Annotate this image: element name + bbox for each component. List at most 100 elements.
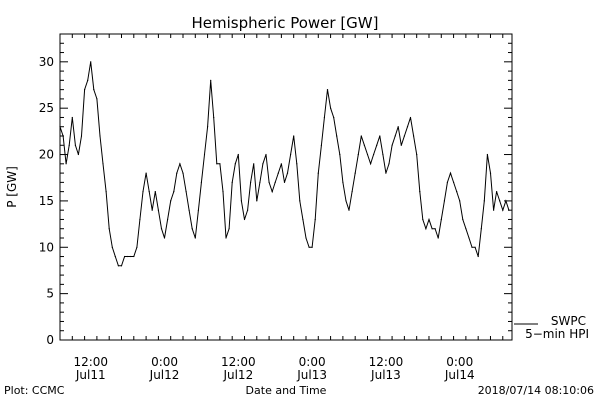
data-point: [219, 163, 221, 165]
data-point: [302, 218, 304, 221]
data-point: [228, 228, 230, 230]
data-point: [379, 135, 381, 137]
data-point: [87, 79, 89, 81]
data-point: [397, 126, 399, 128]
data-point: [299, 200, 301, 202]
data-point: [253, 163, 255, 165]
data-point: [330, 107, 332, 109]
data-point: [446, 181, 448, 183]
y-tick-label: 0: [46, 333, 54, 347]
data-point: [293, 135, 295, 137]
data-point: [197, 209, 199, 211]
data-point: [80, 135, 83, 137]
data-point: [456, 191, 458, 193]
x-tick-time-label: 0:00: [446, 355, 473, 369]
data-point: [317, 172, 319, 174]
data-point: [422, 218, 424, 221]
data-point: [102, 163, 104, 165]
data-point: [311, 246, 313, 248]
x-tick-date-label: Jul12: [222, 368, 253, 382]
data-point: [480, 228, 482, 230]
data-point: [388, 163, 390, 165]
data-point: [416, 153, 418, 156]
data-point: [133, 255, 135, 258]
data-point: [148, 191, 150, 193]
data-point: [357, 153, 359, 156]
x-tick-date-label: Jul11: [75, 368, 106, 382]
data-point: [283, 181, 286, 183]
data-point: [120, 265, 123, 267]
data-point: [188, 209, 190, 211]
data-point: [185, 191, 187, 193]
y-tick-label: 5: [46, 287, 54, 301]
data-point: [280, 163, 282, 165]
data-point: [65, 163, 67, 165]
data-point: [163, 237, 166, 239]
data-point: [105, 191, 107, 193]
x-axis: 12:00Jul110:00Jul1212:00Jul120:00Jul1312…: [59, 34, 504, 382]
data-point: [459, 200, 461, 202]
data-point: [314, 218, 316, 221]
data-point: [210, 79, 212, 81]
data-point: [194, 237, 196, 239]
data-point: [376, 144, 378, 146]
data-point: [453, 181, 455, 183]
x-tick-time-label: 0:00: [299, 355, 326, 369]
legend-hpi-label: 5−min HPI: [525, 327, 589, 341]
data-point: [323, 116, 325, 119]
data-point: [391, 144, 393, 146]
data-point: [111, 246, 113, 248]
plot-frame: [59, 33, 513, 341]
data-point: [496, 191, 498, 193]
data-point: [373, 153, 375, 156]
data-point: [200, 181, 202, 183]
data-point: [265, 153, 267, 156]
x-tick-time-label: 12:00: [73, 355, 108, 369]
data-point: [443, 200, 445, 202]
data-point: [400, 144, 402, 146]
data-point: [96, 98, 98, 100]
y-tick-label: 20: [39, 148, 54, 162]
data-point: [237, 153, 239, 156]
data-point: [250, 181, 252, 183]
data-point: [305, 237, 307, 239]
x-tick-time-label: 0:00: [151, 355, 178, 369]
data-point: [366, 153, 369, 156]
x-tick-time-label: 12:00: [369, 355, 404, 369]
data-point: [409, 116, 412, 119]
data-point: [394, 135, 396, 137]
data-point: [277, 172, 279, 174]
data-point: [425, 228, 427, 230]
data-point: [59, 126, 61, 128]
data-point: [151, 209, 153, 211]
data-point: [62, 135, 64, 137]
data-point: [268, 181, 270, 183]
data-point: [483, 200, 485, 202]
data-point: [262, 163, 264, 165]
x-tick-date-label: Jul13: [296, 368, 327, 382]
x-tick-date-label: Jul13: [370, 368, 401, 382]
legend-swpc-label: SWPC: [551, 314, 586, 328]
y-axis-label: P [GW]: [5, 166, 19, 208]
data-point: [348, 209, 350, 211]
data-point: [437, 237, 439, 239]
data-point: [271, 191, 273, 193]
data-point: [256, 200, 258, 202]
data-point: [286, 172, 289, 174]
data-point: [406, 126, 409, 128]
data-point: [489, 172, 492, 174]
data-point: [434, 228, 436, 230]
data-point: [136, 246, 138, 248]
data-point: [259, 181, 261, 183]
data-point: [462, 218, 464, 221]
data-point: [477, 255, 479, 258]
y-tick-label: 30: [39, 55, 54, 69]
data-point: [71, 116, 73, 119]
data-point: [207, 126, 209, 128]
data-point: [74, 144, 76, 146]
data-point: [191, 228, 193, 230]
data-point: [213, 116, 215, 119]
data-point: [157, 209, 159, 211]
data-point: [203, 153, 206, 156]
data-point: [117, 265, 119, 267]
